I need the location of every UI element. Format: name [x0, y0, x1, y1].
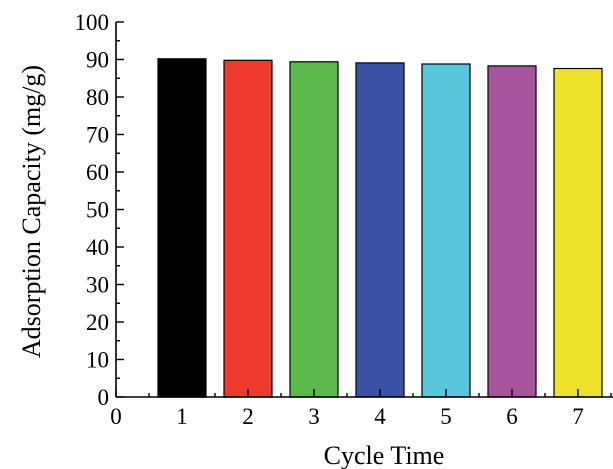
y-tick-label: 60 — [86, 160, 109, 185]
y-tick-label: 70 — [86, 123, 109, 148]
bar-cycle-1 — [157, 58, 207, 398]
y-tick-label: 40 — [86, 235, 109, 260]
x-tick-label: 3 — [308, 404, 320, 429]
y-tick-label: 20 — [86, 310, 109, 335]
bar-cycle-2 — [223, 59, 273, 398]
y-tick-label: 90 — [86, 48, 109, 73]
y-tick-label: 50 — [86, 198, 109, 223]
x-tick-label: 4 — [374, 404, 386, 429]
y-ticks-group: 0 10 20 30 40 50 60 70 80 90 100 — [75, 10, 124, 410]
y-tick-label: 80 — [86, 85, 109, 110]
y-tick-label: 10 — [86, 348, 109, 373]
x-tick-label: 6 — [506, 404, 518, 429]
y-axis-title: Adsorption Capacity (mg/g) — [17, 65, 46, 358]
bar-cycle-3 — [289, 61, 339, 398]
bar-cycle-4 — [355, 62, 405, 398]
x-tick-label: 5 — [440, 404, 452, 429]
x-tick-label: 7 — [572, 404, 584, 429]
bars-group — [157, 58, 603, 398]
bar-cycle-7 — [553, 67, 603, 398]
x-axis-title: Cycle Time — [324, 441, 445, 469]
y-tick-label: 0 — [98, 385, 110, 410]
bar-cycle-6 — [487, 65, 537, 398]
x-tick-label: 0 — [110, 404, 122, 429]
y-tick-label: 100 — [75, 10, 110, 35]
y-tick-label: 30 — [86, 273, 109, 298]
x-tick-label: 1 — [176, 404, 188, 429]
bar-cycle-5 — [421, 63, 471, 398]
x-ticks-group: 012345678 — [110, 389, 612, 429]
x-tick-label: 2 — [242, 404, 254, 429]
